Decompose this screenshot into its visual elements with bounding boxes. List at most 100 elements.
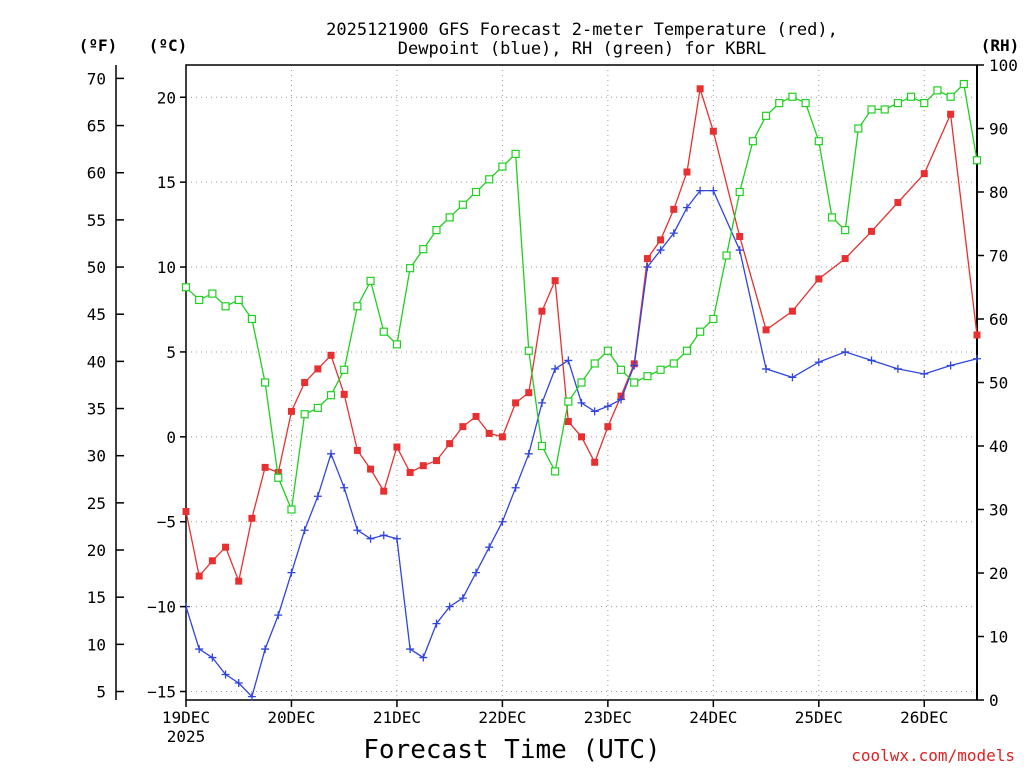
data-point: [616, 365, 626, 374]
data-point: [709, 186, 718, 195]
series-dewpoint: [182, 186, 981, 701]
data-point: [248, 514, 256, 522]
data-point: [893, 364, 902, 373]
celsius-tick-label: 10: [157, 258, 176, 277]
data-point: [669, 229, 678, 238]
data-point: [973, 354, 981, 363]
data-point: [775, 98, 784, 108]
data-point: [247, 692, 256, 701]
x-tick-label: 20DEC: [267, 708, 315, 727]
data-point: [538, 307, 546, 315]
data-point: [445, 602, 454, 611]
data-point: [603, 346, 612, 355]
fahrenheit-unit-label: (ºF): [79, 36, 118, 55]
fahrenheit-tick-label: 65: [87, 117, 106, 136]
data-point: [525, 389, 533, 397]
data-point: [379, 327, 388, 336]
data-point: [735, 246, 744, 255]
data-point: [972, 156, 982, 165]
data-point: [696, 327, 705, 336]
data-point: [313, 492, 322, 501]
data-point: [906, 92, 916, 101]
x-tick-label: 25DEC: [795, 708, 843, 727]
data-point: [643, 255, 651, 263]
data-point: [458, 594, 467, 603]
data-point: [235, 577, 243, 585]
data-point: [274, 473, 283, 482]
data-point: [511, 149, 520, 158]
data-point: [603, 402, 612, 411]
rh-tick-label: 40: [989, 437, 1008, 456]
data-point: [208, 557, 216, 565]
chart-title-line1: 2025121900 GFS Forecast 2-meter Temperat…: [326, 20, 838, 40]
data-point: [459, 423, 467, 431]
data-point: [366, 534, 375, 543]
data-point: [446, 440, 454, 448]
data-point: [392, 534, 401, 543]
data-point: [195, 295, 204, 305]
data-point: [524, 346, 533, 355]
rh-tick-label: 30: [989, 501, 1008, 520]
data-point: [551, 364, 560, 373]
data-point: [512, 399, 520, 407]
data-point: [221, 302, 230, 311]
rh-tick-label: 60: [989, 310, 1008, 329]
rh-tick-label: 70: [989, 247, 1008, 266]
data-point: [287, 568, 296, 577]
celsius-tick-label: −10: [147, 598, 176, 617]
data-point: [472, 412, 480, 420]
celsius-tick-label: 0: [166, 428, 176, 447]
x-axis-label: Forecast Time (UTC): [363, 735, 660, 765]
data-point: [551, 277, 559, 285]
rh-tick-label: 90: [989, 120, 1008, 139]
data-point: [656, 246, 665, 255]
data-point: [274, 468, 282, 476]
data-point: [709, 314, 718, 324]
data-point: [735, 187, 744, 197]
credit-link[interactable]: coolwx.com/models: [851, 746, 1015, 765]
data-point: [893, 98, 903, 108]
data-point: [643, 263, 652, 272]
data-point: [300, 410, 309, 419]
data-point: [868, 227, 876, 235]
data-point: [670, 205, 678, 213]
data-point: [485, 543, 494, 552]
data-point: [445, 213, 454, 222]
data-point: [867, 356, 876, 365]
data-point: [327, 449, 336, 458]
data-point: [564, 397, 573, 406]
data-point: [946, 92, 955, 101]
data-point: [314, 365, 322, 373]
data-point: [788, 373, 797, 382]
data-point: [195, 645, 204, 654]
rh-tick-label: 20: [989, 564, 1008, 583]
x-tick-label: 24DEC: [689, 708, 737, 727]
fahrenheit-tick-label: 55: [87, 211, 106, 230]
rh-tick-label: 0: [989, 691, 999, 710]
rh-tick-label: 100: [989, 56, 1018, 75]
data-point: [392, 340, 402, 349]
data-point: [326, 391, 336, 400]
data-point: [577, 378, 586, 387]
data-point: [814, 358, 823, 367]
data-point: [854, 124, 863, 133]
data-point: [379, 531, 388, 540]
data-point: [432, 619, 441, 628]
data-point: [393, 443, 401, 451]
data-point: [537, 398, 546, 407]
data-point: [946, 361, 955, 370]
data-point: [498, 517, 507, 526]
fahrenheit-tick-label: 70: [87, 69, 106, 88]
celsius-tick-label: 15: [157, 173, 176, 192]
fahrenheit-tick-label: 35: [87, 400, 106, 419]
data-point: [696, 85, 704, 93]
data-point: [564, 356, 573, 365]
data-point: [498, 162, 507, 171]
series-rh: [181, 79, 982, 514]
data-point: [683, 168, 691, 176]
data-point: [894, 199, 902, 207]
data-point: [617, 395, 626, 404]
data-point: [682, 346, 692, 355]
data-point: [340, 390, 348, 398]
data-point: [181, 283, 191, 292]
